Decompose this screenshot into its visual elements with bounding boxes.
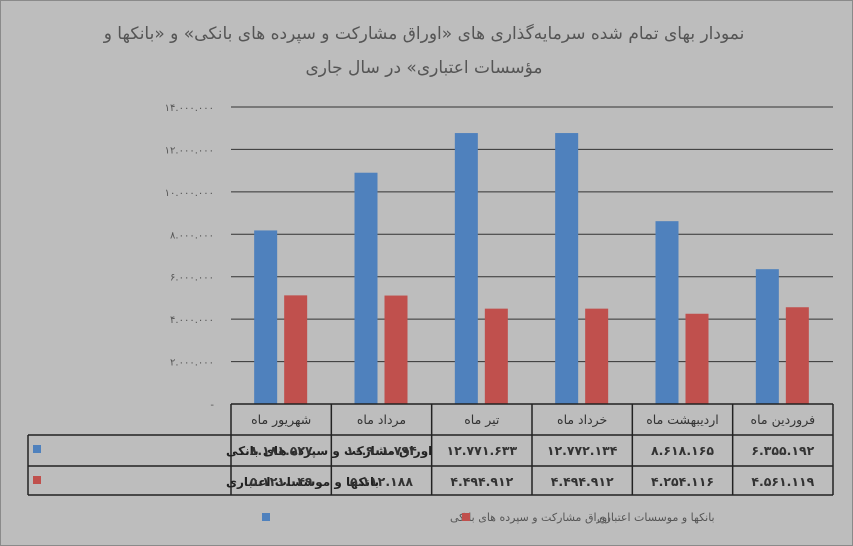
bar-series-2 [785,307,809,404]
bar-series-2 [484,308,508,404]
legend-key-series-2 [462,513,470,521]
category-label: فروردین ماه [751,412,816,428]
bar-series-1 [555,133,579,405]
y-tick-label: ۱۰.۰۰۰.۰۰۰ [165,188,214,199]
data-label-series-1: ۸.۶۱۸.۱۶۵ [651,443,714,458]
bar-series-1 [655,221,679,404]
data-label-series-1: ۸.۱۸۱.۵۲۷ [250,443,313,458]
bar-series-1 [254,230,278,404]
data-label-series-2: ۵.۱۱۲.۱۸۸ [350,474,413,489]
data-label-series-2: ۴.۵۶۱.۱۱۹ [751,474,814,489]
category-label: شهریور ماه [251,412,311,428]
y-tick-label: ۱۴.۰۰۰.۰۰۰ [165,103,214,114]
data-label-series-2: ۵.۱۲۱.۰۴۹ [250,474,313,489]
bar-series-1 [454,133,478,404]
y-tick-label: - [210,400,214,411]
bar-series-1 [354,172,378,404]
y-tick-label: ۸.۰۰۰.۰۰۰ [170,230,214,241]
bar-series-2 [685,313,709,404]
bar-series-2 [284,295,308,404]
data-label-series-2: ۴.۲۵۴.۱۱۶ [651,474,714,489]
category-label: تیر ماه [464,412,500,428]
data-label-series-1: ۱۰.۹۰۱.۷۹۴ [346,443,417,458]
table-row-label-series-1: اوراق مشارکت و سپرده های بانکی [226,444,432,459]
data-label-series-1: ۱۲.۷۷۱.۶۳۳ [447,443,518,458]
y-tick-label: ۱۲.۰۰۰.۰۰۰ [165,145,214,156]
data-label-series-1: ۱۲.۷۷۲.۱۳۴ [547,443,618,458]
data-label-series-1: ۶.۳۵۵.۱۹۲ [751,443,814,458]
chart-title-line-1: نمودار بهای تمام شده سرمایه‌گذاری های «ا… [103,23,745,44]
y-tick-label: ۴.۰۰۰.۰۰۰ [170,315,214,326]
legend-label-series-1: اوراق مشارکت و سپرده های بانکی [450,511,610,524]
data-label-series-2: ۴.۴۹۴.۹۱۲ [551,474,614,489]
table-legend-key-series-2 [33,476,41,484]
category-label: مرداد ماه [357,412,406,428]
bar-series-2 [384,295,408,404]
y-tick-label: ۶.۰۰۰.۰۰۰ [170,273,214,284]
bar-series-2 [585,308,609,404]
chart-title-line-2: مؤسسات اعتباری» در سال جاری [305,58,542,78]
table-legend-key-series-1 [33,445,41,453]
legend-label-series-2: بانکها و موسسات اعتباری [597,511,715,524]
bar-series-1 [755,269,779,404]
data-label-series-2: ۴.۴۹۴.۹۱۲ [450,474,513,489]
table-row-label-series-2: بانکها و موسسات اعتباری [226,475,379,490]
y-tick-label: ۲.۰۰۰.۰۰۰ [170,358,214,369]
category-label: اردیبهشت ماه [646,412,719,428]
category-label: خرداد ماه [557,412,607,428]
legend-key-series-1 [262,513,270,521]
